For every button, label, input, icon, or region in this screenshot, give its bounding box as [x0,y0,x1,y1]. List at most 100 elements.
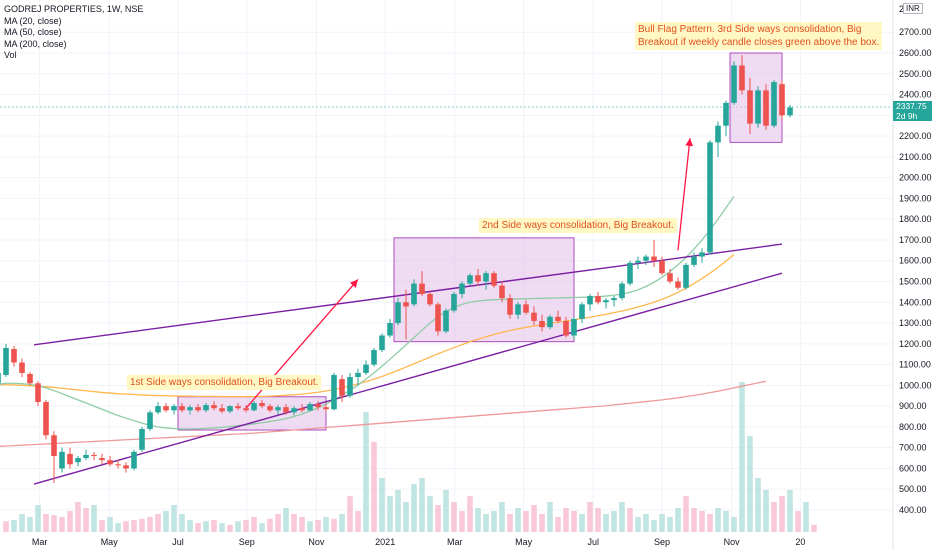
candle-body [619,283,625,299]
volume-bar [411,484,417,532]
candle-body [59,451,65,469]
currency-badge[interactable]: INR [903,3,923,14]
volume-bar [363,412,369,532]
volume-bar [59,517,65,532]
volume-bar [515,508,521,532]
volume-bar [795,511,801,532]
candle-body [387,323,393,336]
candle-body [211,405,217,409]
candle-body [739,65,745,91]
volume-bar [771,502,777,532]
volume-bar [3,521,9,532]
candle-body [427,293,433,305]
candle-body [19,362,25,373]
legend-ma200[interactable]: MA (200, close) [4,38,67,49]
volume-bar [139,518,145,532]
candle-body [459,283,465,294]
x-tick-label: Mar [32,537,48,547]
volume-bar [211,520,217,532]
y-tick-label: 1500.00 [899,277,932,287]
volume-bar [707,514,713,532]
candle-body [99,458,105,461]
candle-body [283,407,289,413]
trend-lines [33,243,783,485]
annotation-second-consolidation: 2nd Side ways consolidation, Big Breakou… [479,218,677,233]
candle-body [707,142,713,253]
volume-bar [459,511,465,532]
volume-bar [51,515,57,532]
candle-body [499,285,505,299]
volume-bar [491,511,497,532]
candle-body [603,300,609,303]
candle-body [379,335,385,351]
volume-bar [635,517,641,532]
volume-bar [259,523,265,532]
legend-vol[interactable]: Vol [4,50,17,60]
volume-bar [787,490,793,532]
x-tick-label: 20 [795,537,805,547]
legend-ma50[interactable]: MA (50, close) [4,27,62,37]
y-tick-label: 700.00 [899,443,927,453]
candle-body [43,401,49,436]
volume-bar [11,520,17,532]
legend-ma20[interactable]: MA (20, close) [4,15,62,26]
x-tick-label: Jul [172,537,184,547]
volume-bar [755,478,761,532]
volume-bar [203,521,209,532]
candle-body [515,304,521,315]
candle-body [611,298,617,301]
volume-bar [675,508,681,532]
volume-bar [227,524,233,532]
candle-body [67,453,73,465]
y-tick-label: 1900.00 [899,193,932,203]
volume-bar [283,508,289,532]
candle-body [75,458,81,463]
candle-body [747,90,753,124]
candle-body [443,310,449,332]
candle-body [587,296,593,305]
candle-body [539,320,545,328]
candle-body [371,350,377,365]
candle-body [483,273,489,282]
candle-body [299,408,305,411]
volume-bar [163,511,169,532]
volume-bar [131,520,137,532]
x-tick-label: May [515,537,533,547]
volume-bar [811,524,817,532]
candle-body [0,372,1,384]
volume-bar [619,502,625,532]
candle-body [451,293,457,311]
y-tick-label: 2000.00 [899,173,932,183]
candle-body [123,465,129,469]
volume-bar [603,514,609,532]
chart-title: GODREJ PROPERTIES, 1W, NSE [4,4,144,14]
y-tick-label: 1000.00 [899,380,932,390]
y-tick-label: 2500.00 [899,69,932,79]
annotation-first-consolidation: 1st Side ways consolidation, Big Breakou… [127,375,322,390]
volume-bar [347,496,353,532]
candle-body [275,407,281,411]
candle-body [171,406,177,411]
candle-body [627,262,633,284]
y-tick-label: 2100.00 [899,152,932,162]
volume-bar [75,502,81,532]
legend: GODREJ PROPERTIES, 1W, NSE MA (20, close… [4,4,143,62]
y-tick-label: 1600.00 [899,256,932,266]
candle-body [547,316,553,328]
volume-bar [715,508,721,532]
last-price-value: 2337.75 [896,101,927,111]
volume-bar [523,511,529,532]
volume-bar [779,496,785,532]
volume-bar [107,517,113,532]
volume-bar [179,514,185,532]
candle-body [259,403,265,407]
volume-bar [123,521,129,532]
candle-body [419,283,425,294]
volume-bar [379,478,385,532]
volume-bar [451,502,457,532]
y-tick-label: 1300.00 [899,318,932,328]
candle-body [731,65,737,103]
candle-body [107,460,113,465]
candle-body [643,256,649,261]
